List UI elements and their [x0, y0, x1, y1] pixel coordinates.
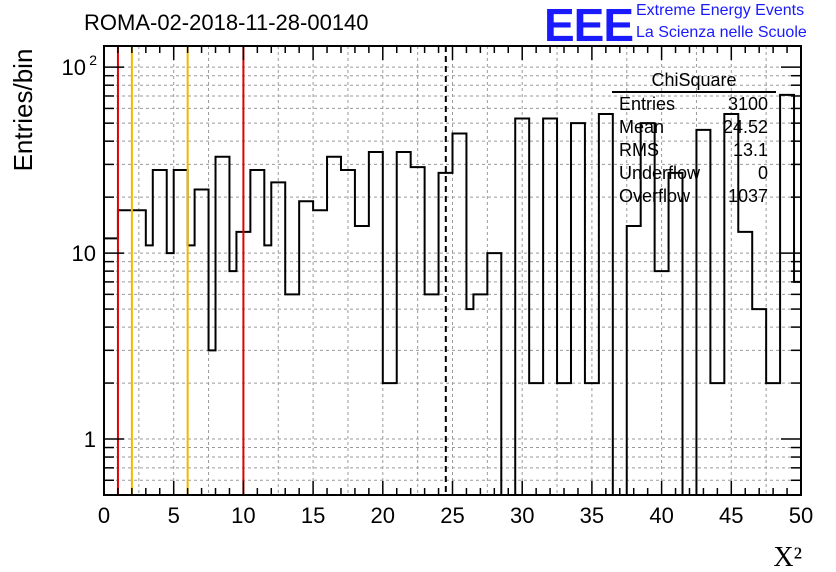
eee-logo: EEE	[544, 0, 634, 51]
x-tick-label: 25	[440, 503, 464, 528]
stats-label: Entries	[619, 94, 675, 114]
x-tick-label: 0	[98, 503, 110, 528]
logo-line-1: Extreme Energy Events	[636, 2, 805, 19]
stats-value: 0	[758, 163, 768, 183]
x-tick-label: 5	[168, 503, 180, 528]
x-tick-label: 40	[649, 503, 673, 528]
x-tick-label: 15	[301, 503, 325, 528]
x-tick-label: 10	[231, 503, 255, 528]
x-axis-label: X²	[773, 542, 802, 572]
histogram-line	[104, 93, 801, 495]
x-tick-label: 50	[789, 503, 813, 528]
x-tick-label: 20	[371, 503, 395, 528]
stats-label: Underflow	[619, 163, 701, 183]
y-axis-label: Entries/bin	[8, 49, 38, 172]
x-tick-label: 45	[719, 503, 743, 528]
x-tick-label: 35	[580, 503, 604, 528]
y-tick-label: 10	[62, 55, 86, 80]
y-tick-label: 1	[84, 427, 96, 452]
y-tick-label: 10	[72, 241, 96, 266]
stats-value: 3100	[728, 94, 768, 114]
stats-value: 1037	[728, 186, 768, 206]
stats-label: Mean	[619, 117, 664, 137]
stats-box: ChiSquare Entries 3100 Mean 24.52 RMS 13.1 Unde…	[612, 70, 776, 206]
histogram	[104, 93, 801, 495]
page-title: ROMA-02-2018-11-28-00140	[84, 10, 369, 35]
stats-label: Overflow	[619, 186, 691, 206]
logo-line-2: La Scienza nelle Scuole	[636, 24, 807, 41]
cut-lines	[116, 46, 447, 495]
stats-title: ChiSquare	[651, 70, 736, 90]
y-tick-label-exponent: 2	[89, 52, 97, 68]
x-tick-label: 30	[510, 503, 534, 528]
stats-value: 13.1	[733, 140, 768, 160]
stats-value: 24.52	[723, 117, 768, 137]
stats-label: RMS	[619, 140, 659, 160]
